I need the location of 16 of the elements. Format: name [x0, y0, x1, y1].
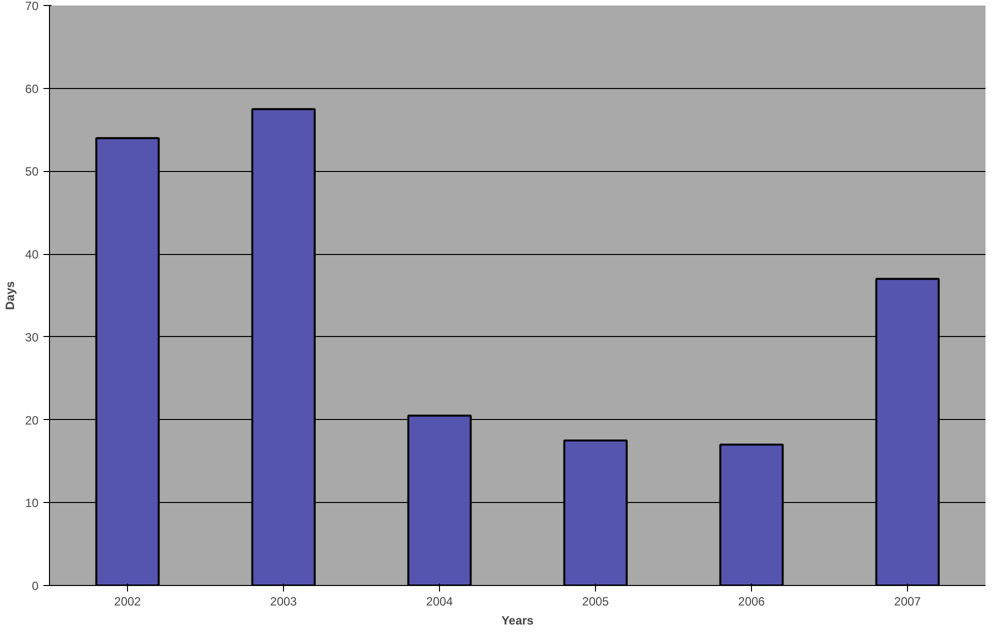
x-axis-title: Years — [501, 614, 534, 628]
x-tick-label: 2005 — [582, 594, 610, 608]
y-tick-label: 50 — [25, 164, 39, 179]
y-tick-label: 20 — [25, 413, 39, 428]
x-tick-label: 2003 — [270, 594, 298, 608]
y-tick-label: 0 — [32, 579, 39, 593]
y-axis-title: Days — [3, 280, 18, 310]
x-tick-label: 2002 — [114, 594, 142, 608]
y-tick-label: 30 — [25, 330, 39, 344]
y-tick-label: 40 — [25, 248, 39, 262]
y-tick-label: 70 — [25, 0, 39, 13]
x-tick-label: 2004 — [426, 594, 454, 608]
x-tick-label: 2007 — [894, 594, 922, 608]
y-tick-label: 60 — [25, 82, 39, 96]
y-tick-label: 10 — [25, 496, 39, 510]
x-tick-label: 2006 — [738, 594, 766, 608]
